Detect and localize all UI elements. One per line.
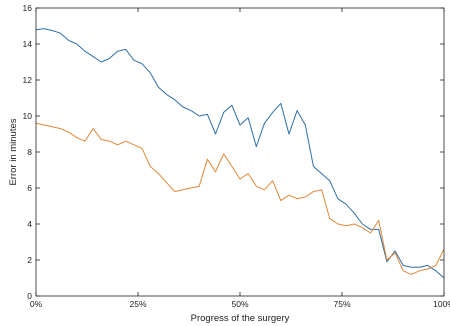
series-line-2: [35, 122, 445, 275]
x-tick-label: 50%: [231, 299, 248, 309]
y-tick-label: 2: [27, 255, 32, 265]
plot-frame: [35, 7, 445, 297]
y-tick-label: 12: [23, 75, 33, 85]
series-layer: [35, 28, 445, 279]
y-tick-label: 6: [27, 183, 32, 193]
tick-layer: 0 2 4 6 8 10 12 14 16 0% 25% 50% 75% 100%: [23, 3, 450, 309]
series-line-1: [35, 28, 445, 279]
y-tick-label: 10: [23, 111, 33, 121]
x-axis-title: Progress of the surgery: [191, 313, 290, 324]
y-axis-title: Error in minutes: [8, 118, 19, 185]
y-tick-label: 0: [27, 291, 32, 301]
x-tick-label: 100%: [433, 299, 450, 309]
x-tick-label: 0%: [30, 299, 43, 309]
x-tick-label: 25%: [129, 299, 146, 309]
y-tick-label: 16: [23, 3, 33, 13]
y-tick-label: 8: [27, 147, 32, 157]
y-tick-label: 4: [27, 219, 32, 229]
x-tick-label: 75%: [333, 299, 350, 309]
y-tick-label: 14: [23, 39, 33, 49]
